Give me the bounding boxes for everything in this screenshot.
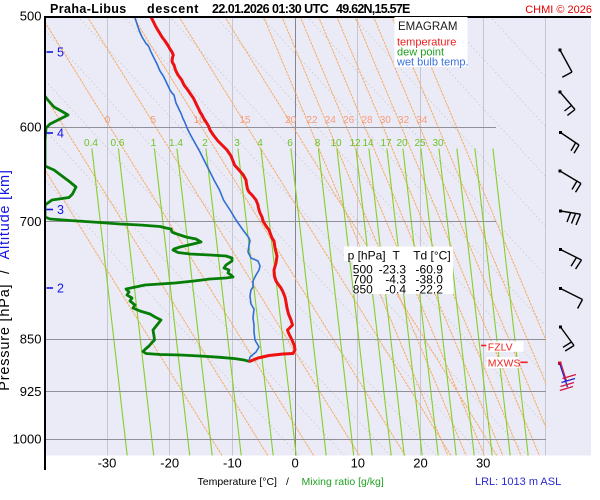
svg-text:4: 4 (257, 138, 263, 149)
svg-text:dew point: dew point (397, 46, 444, 58)
svg-text:3: 3 (57, 203, 64, 217)
svg-text:12: 12 (349, 138, 361, 149)
svg-text:17: 17 (380, 138, 392, 149)
svg-text:-22.2: -22.2 (416, 283, 444, 297)
svg-text:25: 25 (414, 138, 426, 149)
svg-text:T: T (392, 248, 400, 262)
svg-text:0.4: 0.4 (84, 138, 98, 149)
svg-text:2: 2 (202, 138, 208, 149)
svg-text:34: 34 (416, 115, 428, 126)
svg-text:1.4: 1.4 (169, 138, 183, 149)
svg-text:10: 10 (330, 138, 342, 149)
svg-text:0: 0 (105, 115, 111, 126)
svg-text:500: 500 (353, 263, 373, 277)
svg-text:EMAGRAM: EMAGRAM (398, 21, 457, 33)
svg-text:28: 28 (361, 115, 373, 126)
svg-text:700: 700 (20, 214, 42, 229)
svg-text:wet bulb temp.: wet bulb temp. (396, 56, 469, 68)
svg-text:-10: -10 (223, 456, 242, 471)
svg-text:6: 6 (287, 138, 293, 149)
svg-text:2: 2 (57, 282, 64, 296)
svg-text:8: 8 (315, 138, 321, 149)
svg-text:10: 10 (194, 115, 206, 126)
svg-text:4: 4 (57, 127, 64, 141)
svg-text:20: 20 (285, 115, 297, 126)
svg-text:3: 3 (234, 138, 240, 149)
svg-text:p [hPa]: p [hPa] (348, 248, 386, 262)
svg-text:24: 24 (325, 115, 337, 126)
svg-text:32: 32 (398, 115, 410, 126)
svg-text:700: 700 (353, 273, 373, 287)
svg-text:-30: -30 (98, 456, 117, 471)
svg-text:850: 850 (353, 283, 373, 297)
svg-text:22: 22 (306, 115, 318, 126)
svg-text:10: 10 (351, 456, 365, 471)
svg-text:-60.9: -60.9 (416, 263, 444, 277)
svg-text:925: 925 (20, 384, 42, 399)
svg-text:20: 20 (413, 456, 427, 471)
svg-text:5: 5 (151, 115, 157, 126)
svg-text:-38.0: -38.0 (416, 273, 444, 287)
svg-text:26: 26 (343, 115, 355, 126)
svg-text:-0.4: -0.4 (385, 283, 406, 297)
svg-text:1: 1 (151, 138, 157, 149)
svg-text:MXWS: MXWS (488, 357, 521, 369)
svg-text:15: 15 (239, 115, 251, 126)
svg-text:850: 850 (20, 332, 42, 347)
svg-text:Td [°C]: Td [°C] (413, 248, 450, 262)
svg-text:600: 600 (20, 120, 42, 135)
svg-text:-23.3: -23.3 (379, 263, 407, 277)
svg-text:0: 0 (291, 456, 298, 471)
svg-text:1000: 1000 (13, 432, 42, 447)
svg-text:14: 14 (362, 138, 374, 149)
svg-text:500: 500 (20, 9, 42, 24)
svg-text:5: 5 (57, 46, 64, 60)
svg-text:30: 30 (432, 138, 444, 149)
svg-text:30: 30 (476, 456, 490, 471)
svg-text:30: 30 (380, 115, 392, 126)
svg-text:-20: -20 (160, 456, 179, 471)
svg-text:-4.3: -4.3 (385, 273, 406, 287)
svg-text:20: 20 (396, 138, 408, 149)
svg-text:temperature: temperature (397, 36, 456, 48)
svg-text:FZLV: FZLV (488, 342, 513, 354)
svg-text:0.6: 0.6 (111, 138, 125, 149)
